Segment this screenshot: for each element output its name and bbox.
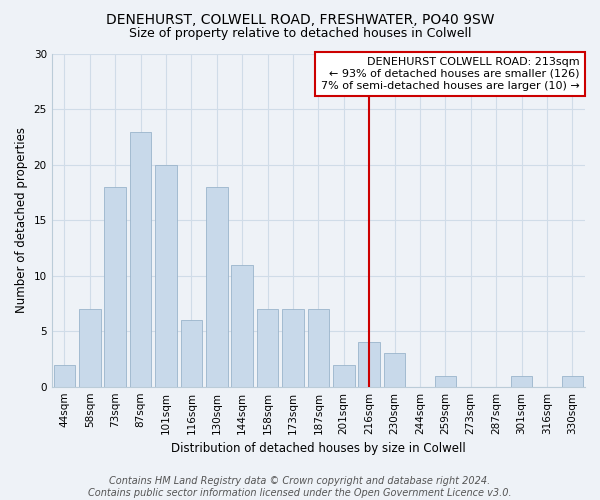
Bar — [53, 364, 75, 386]
Bar — [511, 376, 532, 386]
Bar — [257, 309, 278, 386]
Text: Size of property relative to detached houses in Colwell: Size of property relative to detached ho… — [129, 28, 471, 40]
Text: Contains HM Land Registry data © Crown copyright and database right 2024.
Contai: Contains HM Land Registry data © Crown c… — [88, 476, 512, 498]
Bar — [282, 309, 304, 386]
Bar — [232, 264, 253, 386]
Bar — [308, 309, 329, 386]
Bar — [181, 320, 202, 386]
Y-axis label: Number of detached properties: Number of detached properties — [15, 128, 28, 314]
Bar — [155, 165, 177, 386]
Bar — [79, 309, 101, 386]
Bar — [104, 187, 126, 386]
Bar — [130, 132, 151, 386]
Bar — [434, 376, 456, 386]
Bar — [206, 187, 227, 386]
Bar — [562, 376, 583, 386]
Text: DENEHURST, COLWELL ROAD, FRESHWATER, PO40 9SW: DENEHURST, COLWELL ROAD, FRESHWATER, PO4… — [106, 12, 494, 26]
X-axis label: Distribution of detached houses by size in Colwell: Distribution of detached houses by size … — [171, 442, 466, 455]
Text: DENEHURST COLWELL ROAD: 213sqm
← 93% of detached houses are smaller (126)
7% of : DENEHURST COLWELL ROAD: 213sqm ← 93% of … — [321, 58, 580, 90]
Bar — [384, 354, 406, 386]
Bar — [358, 342, 380, 386]
Bar — [333, 364, 355, 386]
